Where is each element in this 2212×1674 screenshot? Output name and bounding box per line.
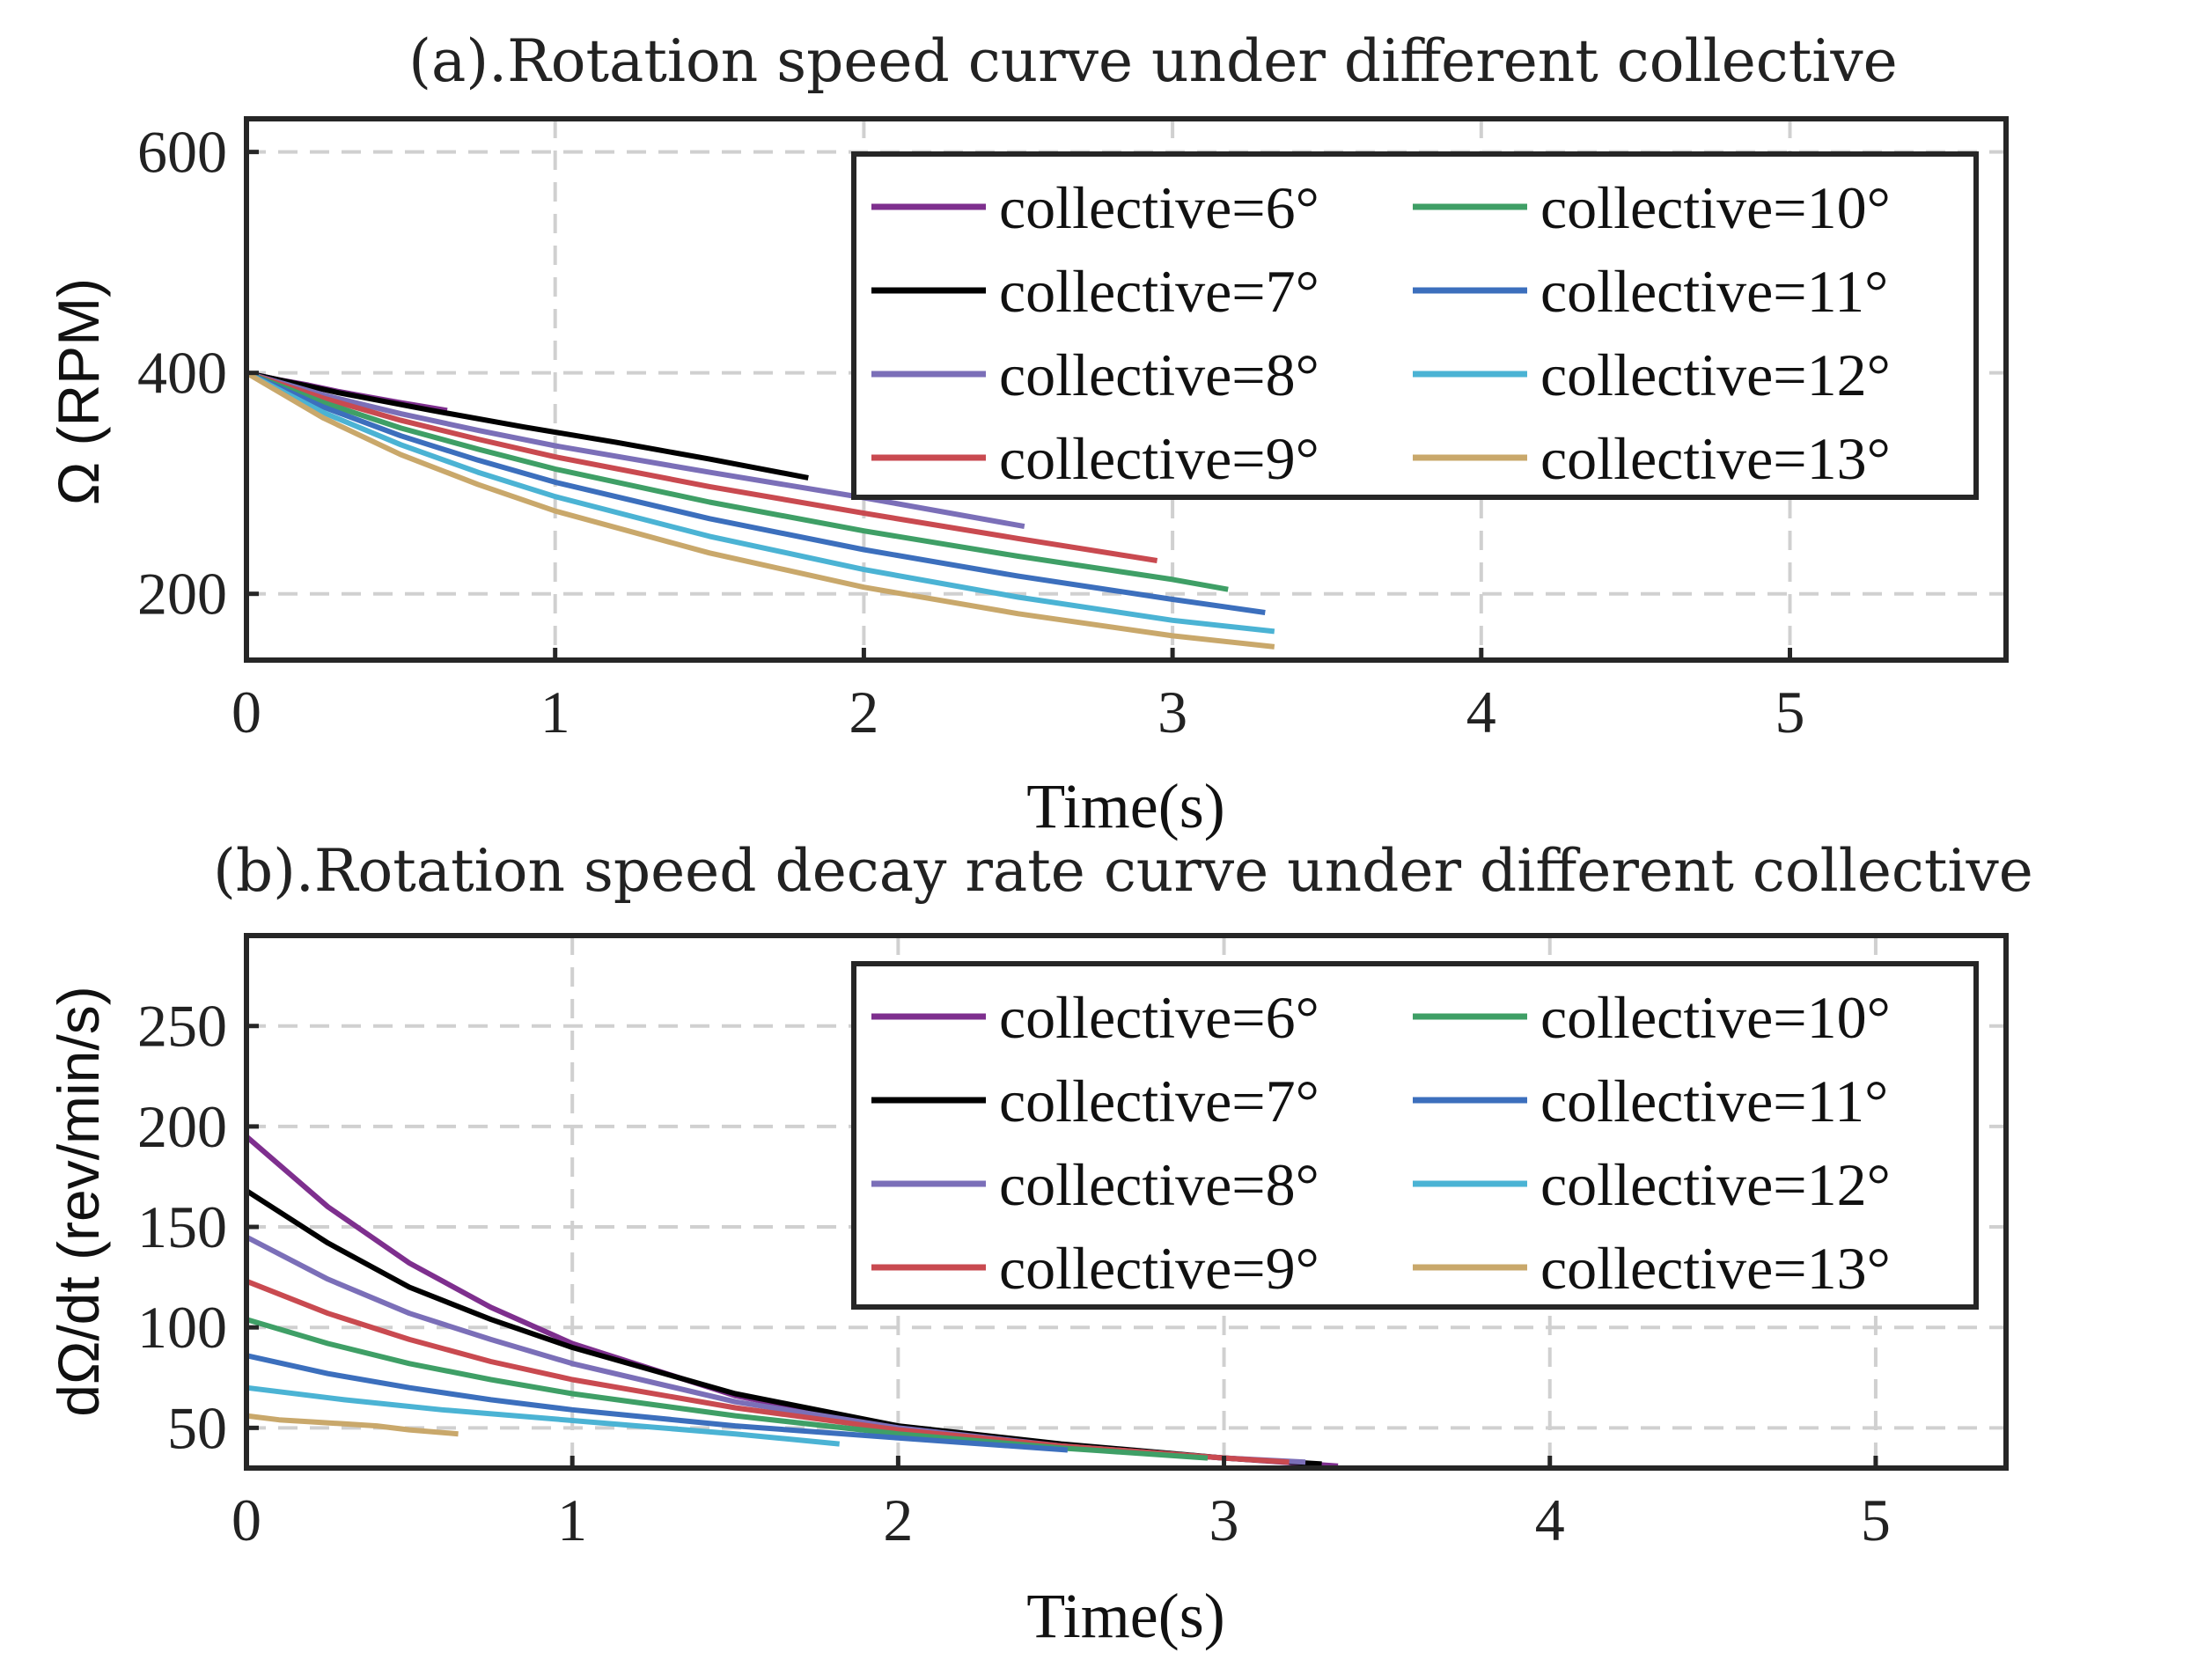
subplot-b-frame (244, 933, 2009, 1471)
subplot-b-ytick-label: 200 (137, 1093, 227, 1160)
subplot-b-xtick-label: 4 (1535, 1487, 1565, 1553)
subplot-b-series-line-6 (246, 1384, 840, 1447)
subplot-b-legend-label-7: collective=13° (1540, 1235, 1891, 1302)
subplot-a-ytick-label: 400 (137, 340, 227, 407)
subplot-a-legend: collective=6° collective=7° collective=8° c… (851, 151, 1979, 500)
subplot-b-xlabel: Time(s) (1026, 1581, 1224, 1651)
subplot-a-ytick-label: 600 (137, 119, 227, 186)
subplot-a-xtick-label: 5 (1775, 679, 1805, 745)
subplot-a-legend-box (851, 151, 1979, 500)
subplot-a-ticks: 0 1 2 3 4 5 200 400 600 (137, 119, 1805, 745)
subplot-b-ytick-label: 150 (137, 1193, 227, 1260)
subplot-a-legend-label-5: collective=11° (1540, 258, 1888, 325)
subplot-a-legend-label-7: collective=13° (1540, 425, 1891, 492)
subplot-a-series-line-6 (245, 371, 1275, 635)
subplot-b-xtick-label: 5 (1861, 1487, 1891, 1553)
subplot-a-legend-label-0: collective=6° (999, 174, 1319, 241)
subplot-a-series-line-4 (245, 370, 1229, 592)
subplot-a-series-line-3 (246, 370, 1158, 563)
subplot-b-lines (245, 1134, 1339, 1469)
subplot-a-title: (a).Rotation speed curve under different… (408, 27, 1897, 95)
subplot-b-legend-label-2: collective=8° (999, 1151, 1319, 1218)
subplot-a-series-line-1 (246, 370, 809, 481)
subplot-a-legend-label-6: collective=12° (1540, 341, 1891, 408)
subplot-b-series-line-7 (246, 1413, 459, 1437)
subplot-a-ytick-label: 200 (137, 561, 227, 628)
subplot-a-xtick-label: 4 (1466, 679, 1496, 745)
subplot-b-ytick-label: 100 (137, 1294, 227, 1361)
subplot-b-legend-label-3: collective=9° (999, 1235, 1319, 1302)
subplot-b-legend-label-4: collective=10° (1540, 984, 1891, 1051)
subplot-b-ticks: 0 1 2 3 4 5 50 100 150 200 250 (137, 993, 1891, 1553)
subplot-a-series-line-2 (246, 370, 1025, 530)
subplot-b-xtick-label: 3 (1209, 1487, 1239, 1553)
subplot-a-xtick-label: 3 (1157, 679, 1187, 745)
subplot-b: (b).Rotation speed decay rate curve unde… (46, 837, 2033, 1651)
subplot-a: (a).Rotation speed curve under different… (46, 27, 2009, 841)
subplot-a-xtick-label: 1 (540, 679, 570, 745)
subplot-b-legend: collective=6° collective=7° collective=8° c… (851, 961, 1979, 1310)
subplot-b-ylabel: dΩ/dt (rev/min/s) (46, 986, 111, 1416)
subplot-a-xtick-label: 2 (849, 679, 878, 745)
subplot-b-legend-label-0: collective=6° (999, 984, 1319, 1051)
subplot-a-xtick-label: 0 (231, 679, 261, 745)
subplot-b-legend-label-6: collective=12° (1540, 1151, 1891, 1218)
subplot-a-ylabel: Ω (RPM) (46, 278, 111, 505)
subplot-b-xtick-label: 2 (883, 1487, 913, 1553)
subplot-b-legend-label-1: collective=7° (999, 1068, 1319, 1134)
subplot-b-xtick-label: 1 (557, 1487, 587, 1553)
subplot-a-xlabel: Time(s) (1026, 771, 1224, 841)
subplot-a-series-line-5 (245, 370, 1266, 615)
subplot-a-legend-label-3: collective=9° (999, 425, 1319, 492)
subplot-b-series-line-5 (246, 1353, 1069, 1453)
subplot-b-xtick-label: 0 (231, 1487, 261, 1553)
subplot-a-legend-label-2: collective=8° (999, 341, 1319, 408)
subplot-b-legend-label-5: collective=11° (1540, 1068, 1888, 1134)
subplot-a-frame (244, 116, 2009, 663)
subplot-b-title: (b).Rotation speed decay rate curve unde… (213, 837, 2033, 905)
subplot-b-ytick-label: 50 (167, 1394, 227, 1461)
subplot-a-series-line-7 (245, 371, 1275, 650)
subplot-a-lines (245, 370, 1275, 650)
subplot-a-legend-label-1: collective=7° (999, 258, 1319, 325)
subplot-b-ytick-label: 250 (137, 993, 227, 1060)
subplot-a-legend-label-4: collective=10° (1540, 174, 1891, 241)
subplot-b-legend-box (851, 961, 1979, 1310)
